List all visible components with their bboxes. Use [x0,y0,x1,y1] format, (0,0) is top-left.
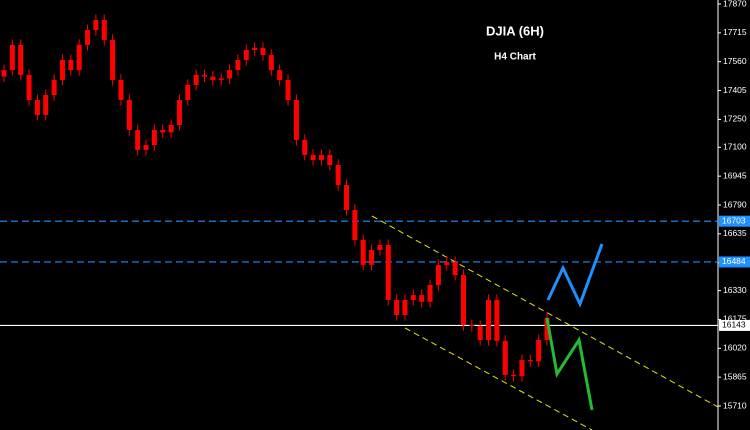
y-tick-label: 17560 [723,56,747,66]
candle-body [193,74,199,85]
candle-body [469,325,475,327]
candle-body [218,78,224,80]
candle-body [385,245,391,300]
chart-subtitle: H4 Chart [494,52,536,63]
chart-title: DJIA (6H) [486,23,544,38]
candle-body [352,210,358,240]
candle-body [210,76,216,80]
candle-body [335,164,341,186]
candle-body [26,74,32,101]
candle-body [51,79,57,96]
candle-body [344,185,350,211]
level-box [719,256,750,268]
candle-body [85,30,91,45]
projection-up [546,243,604,308]
candle-body [76,44,82,71]
y-tick-label: 16175 [723,314,747,324]
y-tick-label: 15865 [723,371,747,381]
levels [0,220,718,327]
candle-body [293,100,299,141]
candle-body [519,360,525,377]
y-tick-label: 15710 [723,400,747,410]
candle-body [394,299,400,315]
y-tick-label: 17715 [723,27,747,37]
candle-body [452,261,458,275]
level-label: 16143 [722,320,746,330]
candle-body [511,374,517,377]
candle-body [527,360,533,362]
candle-body [43,95,49,115]
candle-body [435,264,441,286]
y-tick-label: 16790 [723,199,747,209]
y-tick-label: 16330 [723,285,747,295]
y-tick-label: 17250 [723,114,747,124]
candle-body [201,74,207,77]
candle-body [235,60,241,71]
candle-body [486,299,492,340]
candle-body [135,129,141,150]
channel-upper [371,215,719,408]
candle-body [410,295,416,300]
candle-body [176,100,182,125]
candle-body [252,47,258,50]
candle-body [477,325,483,340]
y-tick-label: 16635 [723,228,747,238]
candle-body [68,60,74,71]
level-label: 16703 [722,215,746,225]
candle-body [243,49,249,61]
level-box [719,215,750,227]
candle-body [419,295,425,302]
candle-body [285,79,291,101]
candle-body [59,60,65,80]
candle-body [460,274,466,326]
channel-lower [404,327,593,430]
level-label: 16484 [722,256,746,266]
candle-body [160,129,166,133]
candle-body [544,317,550,340]
candle-body [360,239,366,265]
candle-body [9,44,15,71]
y-tick-label: 17870 [723,0,747,8]
candle-body [310,154,316,160]
candle-body [118,79,124,101]
candle-body [377,245,383,251]
candle-body [268,54,274,71]
candles [1,14,550,382]
candle-body [260,47,266,55]
candle-body [168,124,174,133]
candle-body [427,285,433,302]
y-tick-label: 16020 [723,343,747,353]
candle-body [126,100,132,130]
candle-body [34,100,40,115]
candle-body [494,299,500,341]
candle-body [369,250,375,265]
candle-body [277,70,283,80]
candle-body [101,20,107,40]
candle-body [110,39,116,80]
candle-body [18,44,24,75]
candle-body [93,20,99,31]
candle-body [318,154,324,160]
candle-body [302,140,308,155]
candle-body [143,145,149,150]
y-tick-label: 17100 [723,142,747,152]
axis-labels: 17870 17715 17560 17405 17250 17100 16945 16790… [718,0,750,410]
candle-body [502,340,508,375]
candle-body [402,299,408,315]
candle-body [327,154,333,165]
level-box [719,319,750,331]
y-tick-label: 17405 [723,85,747,95]
candle-body [444,261,450,265]
y-tick-label: 16945 [723,170,747,180]
candle-body [151,129,157,146]
candle-body [1,70,7,77]
candle-body [185,84,191,101]
projection-down [545,317,594,411]
candle-body [536,339,542,362]
candle-body [227,70,233,79]
